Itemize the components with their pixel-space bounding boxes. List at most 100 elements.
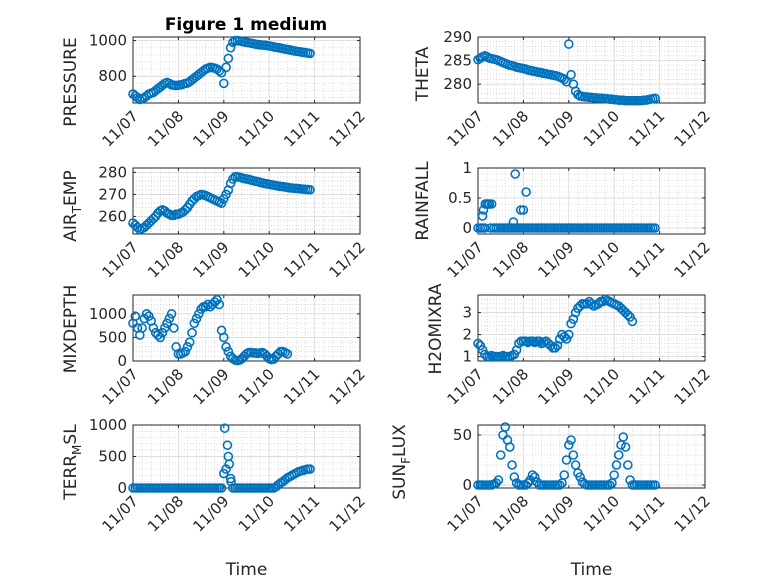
data-series [473, 169, 660, 233]
data-point [509, 472, 520, 482]
data-point [527, 470, 538, 480]
data-point [613, 450, 624, 460]
data-point [568, 450, 579, 460]
data-point [473, 338, 483, 349]
y-tick-label: 500 [98, 448, 127, 466]
y-axis-label: PRESSURE [61, 37, 81, 126]
data-point [507, 460, 517, 470]
y-axis-label: TERRMSL [61, 424, 84, 501]
y-tick-label: 1000 [89, 32, 127, 50]
y-tick-label: 280 [443, 75, 472, 93]
data-point [282, 349, 293, 359]
data-point [132, 92, 143, 103]
data-point [305, 464, 315, 474]
data-point [563, 39, 574, 49]
y-tick-label: 2 [462, 326, 472, 344]
data-point [480, 349, 490, 360]
y-tick-label: 1 [462, 159, 472, 177]
data-series [128, 172, 315, 235]
data-point [273, 349, 284, 359]
data-point [196, 304, 206, 314]
y-tick-label: 0 [462, 219, 472, 237]
data-point [486, 199, 497, 209]
data-point [209, 297, 220, 307]
data-point [484, 199, 494, 209]
data-point [529, 472, 540, 482]
y-tick-label: 3 [462, 304, 472, 322]
data-point [194, 309, 204, 319]
data-point [623, 460, 633, 470]
data-point [495, 450, 506, 460]
data-point [219, 423, 230, 433]
data-point [485, 223, 496, 233]
axes-box [477, 36, 706, 104]
y-tick-label: 260 [98, 207, 127, 225]
data-point [650, 223, 660, 233]
data-series [473, 422, 660, 490]
data-point [515, 205, 526, 215]
data-point [566, 69, 576, 80]
data-point [226, 476, 236, 487]
y-axis-label: RAINFALL [413, 161, 433, 241]
data-point [219, 332, 229, 343]
data-point [563, 329, 574, 340]
y-tick-label: 270 [98, 185, 127, 203]
data-point [563, 440, 574, 450]
y-axis-label: H2OMIXRA [426, 283, 446, 374]
y-tick-label: 50 [453, 426, 472, 444]
data-point [493, 475, 504, 485]
data-point [500, 422, 511, 432]
figure-title: Figure 1 medium [165, 15, 327, 35]
data-point [216, 483, 227, 493]
data-point [604, 480, 615, 490]
y-tick-label: 0.5 [448, 189, 472, 207]
data-point [521, 187, 531, 197]
y-tick-label: 290 [443, 28, 472, 46]
data-point [559, 74, 570, 85]
data-point [222, 440, 233, 450]
y-tick-label: 500 [98, 328, 127, 346]
data-point [480, 223, 490, 233]
data-point [130, 311, 141, 322]
data-series [128, 423, 315, 493]
y-tick-label: 280 [98, 163, 127, 181]
data-series [128, 35, 315, 105]
data-point [545, 340, 556, 351]
data-point [187, 327, 197, 338]
data-point [609, 470, 620, 480]
data-point [534, 336, 545, 347]
data-point [159, 323, 170, 333]
data-point [598, 296, 608, 307]
data-point [650, 93, 660, 104]
data-point [223, 53, 234, 64]
y-axis-label: SUNFLUX [390, 424, 413, 500]
y-tick-label: 0 [117, 352, 127, 370]
data-series [473, 294, 638, 362]
data-point [191, 313, 202, 324]
y-tick-label: 1000 [89, 305, 127, 323]
data-point [586, 298, 597, 309]
data-point [155, 332, 166, 343]
data-point [141, 309, 152, 319]
data-point [477, 211, 488, 221]
data-point [184, 337, 195, 347]
data-point [593, 298, 604, 309]
data-point [162, 318, 172, 329]
data-point [561, 455, 572, 465]
data-point [132, 222, 143, 233]
y-tick-label: 1000 [89, 416, 127, 434]
data-series [473, 39, 660, 106]
data-point [508, 217, 519, 227]
data-point [623, 309, 633, 320]
data-point [212, 294, 222, 305]
data-point [550, 342, 560, 353]
y-axis-label: MIXDEPTH [61, 285, 81, 374]
data-point [554, 480, 565, 490]
data-point [575, 472, 585, 482]
y-tick-label: 800 [98, 67, 127, 85]
data-series [128, 294, 293, 366]
data-point [228, 37, 238, 48]
data-point [148, 323, 159, 333]
y-tick-label: 285 [443, 52, 472, 70]
data-point [164, 313, 175, 324]
